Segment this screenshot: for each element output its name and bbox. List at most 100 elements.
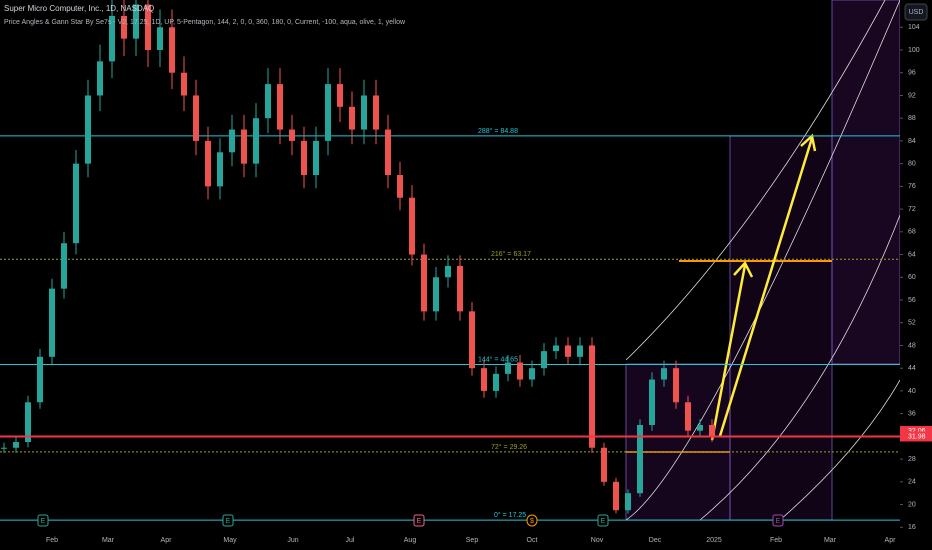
candle: [685, 402, 691, 431]
gann-box: [729, 135, 833, 521]
price-tick-label: 16: [908, 524, 916, 531]
candle: [73, 163, 79, 244]
candle: [241, 129, 247, 164]
candle: [145, 4, 151, 50]
candle: [661, 368, 667, 380]
candle: [109, 15, 115, 62]
time-label: 2025: [706, 537, 722, 544]
candle: [481, 368, 487, 391]
price-tick-label: 96: [908, 70, 916, 77]
candle: [421, 254, 427, 312]
candle: [361, 95, 367, 130]
time-label: Mar: [102, 537, 115, 544]
price-tick-label: 40: [908, 388, 916, 395]
gann-arc: [625, 0, 886, 361]
price-tick-label: 44: [908, 365, 916, 372]
candle: [577, 345, 583, 357]
candle: [121, 15, 127, 39]
currency-button[interactable]: [904, 3, 928, 21]
time-label: Mar: [824, 537, 837, 544]
time-label: Jul: [346, 537, 355, 544]
time-label: May: [223, 537, 237, 544]
price-tick-label: 36: [908, 410, 916, 417]
line-price-badge: [900, 431, 932, 442]
level-label: 0° = 17.25: [494, 511, 526, 519]
price-tick-label: 48: [908, 342, 916, 349]
candle: [337, 84, 343, 107]
price-tick-label: 72: [908, 206, 916, 213]
candle: [385, 129, 391, 175]
candle: [289, 129, 295, 141]
symbol-title: Super Micro Computer, Inc., 1D, NASDAQ: [4, 4, 154, 13]
candle: [469, 311, 475, 369]
gann-arc: [779, 379, 901, 521]
candle: [133, 4, 139, 39]
indicator-title: Price Angles & Gann Star By Se7s - V2, 1…: [4, 19, 406, 26]
level-label: 288° = 84.88: [478, 127, 518, 135]
price-tick-label: 24: [908, 479, 916, 486]
price-tick-label: 104: [908, 24, 920, 31]
level-label: 72° = 29.26: [491, 443, 527, 451]
candle: [49, 288, 55, 357]
time-label: Nov: [591, 537, 604, 544]
candle: [97, 61, 103, 96]
plot: 288° = 84.88 216° = 63.17 144° = 44.65 72° …: [0, 0, 900, 521]
candle: [565, 345, 571, 357]
candle: [397, 175, 403, 198]
candle: [505, 362, 511, 374]
candle: [613, 481, 619, 511]
time-label: Feb: [46, 537, 58, 544]
candle: [649, 379, 655, 425]
candle: [373, 95, 379, 130]
candle: [601, 447, 607, 482]
time-label: Sep: [466, 537, 479, 544]
time-label: Apr: [161, 537, 173, 544]
candle: [217, 152, 223, 187]
event-label: E: [417, 518, 422, 525]
price-tick-label: 28: [908, 456, 916, 463]
event-marker: [222, 514, 234, 527]
candle: [25, 402, 31, 443]
price-axis: [900, 0, 932, 550]
candle: [193, 95, 199, 141]
event-label: $: [530, 518, 534, 525]
candle: [205, 140, 211, 187]
currency[interactable]: USD: [909, 9, 924, 16]
time-label: Apr: [885, 537, 897, 544]
event-marker: [413, 514, 425, 527]
candle: [13, 442, 19, 448]
candle: [625, 493, 631, 511]
candle: [673, 368, 679, 403]
event-label: E: [41, 518, 46, 525]
gann-drawing: [625, 0, 901, 521]
candle: [433, 277, 439, 312]
price-tick-label: 64: [908, 251, 916, 258]
candle: [61, 243, 67, 289]
price-tick-label: 80: [908, 160, 916, 167]
price-tick-label: 84: [908, 138, 916, 145]
candle: [253, 118, 259, 164]
event-marker: [526, 514, 538, 527]
candle: [265, 84, 271, 119]
event-marker: [597, 514, 609, 527]
event-label: E: [601, 518, 606, 525]
candle: [301, 140, 307, 175]
candle: [553, 345, 559, 352]
arrow: [710, 260, 754, 441]
time-label: Feb: [770, 537, 782, 544]
candle: [445, 265, 451, 278]
price-tick-label: 100: [908, 47, 920, 54]
candle: [85, 95, 91, 164]
price-tick-label: 60: [908, 274, 916, 281]
candle: [457, 265, 463, 312]
candle: [409, 197, 415, 255]
event-label: E: [776, 518, 781, 525]
candle: [325, 84, 331, 141]
candle: [517, 362, 523, 380]
candle: [709, 425, 715, 437]
time-label: Aug: [404, 537, 417, 544]
candle: [181, 72, 187, 96]
event-label: E: [226, 518, 231, 525]
line-price: 31.98: [908, 433, 926, 440]
